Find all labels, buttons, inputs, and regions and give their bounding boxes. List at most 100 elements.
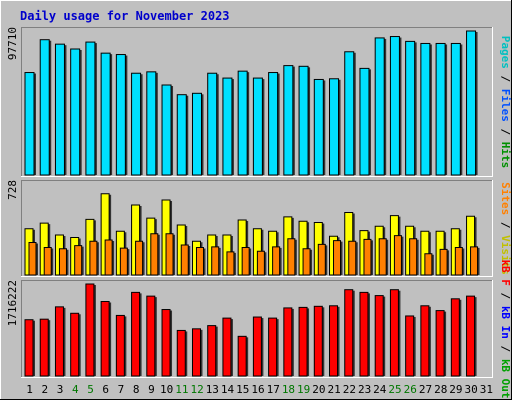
bar-sites-day-16 — [256, 250, 267, 276]
x-tick-label: 16 — [251, 383, 264, 396]
x-tick-label: 23 — [358, 383, 371, 396]
legend-separator: / — [499, 122, 512, 142]
bar-hits-day-23 — [359, 67, 371, 176]
bar-fill — [131, 291, 141, 377]
bar-fill — [298, 65, 309, 176]
legend-entry: Sites — [499, 182, 512, 215]
bar-fill — [252, 77, 263, 176]
bar-fill — [439, 248, 448, 276]
x-tick-label: 26 — [404, 383, 417, 396]
bar-fill — [374, 295, 384, 377]
bar-fill — [58, 248, 67, 276]
x-tick-label: 28 — [434, 383, 447, 396]
bar-fill — [165, 233, 174, 276]
bar-fill — [161, 309, 171, 377]
bar-hits-day-13 — [207, 72, 219, 176]
y-max-label: 728 — [6, 180, 19, 200]
bar-kbf-day-22 — [344, 289, 355, 377]
panel-middle: 728 Sites / Visits — [6, 180, 512, 277]
bar-hits-day-29 — [450, 42, 463, 176]
x-tick-label: 1 — [26, 383, 33, 396]
bar-kbf-day-2 — [39, 318, 51, 377]
bar-sites-day-29 — [454, 247, 465, 276]
bar-hits-day-18 — [283, 65, 295, 176]
bar-fill — [39, 318, 49, 377]
bar-fill — [405, 315, 415, 377]
bar-kbf-day-3 — [54, 306, 66, 377]
bar-kbf-day-13 — [207, 325, 218, 377]
bar-sites-day-21 — [333, 240, 343, 276]
bar-kbf-day-11 — [176, 329, 188, 377]
bar-fill — [378, 238, 387, 276]
x-tick-label: 3 — [57, 383, 64, 396]
bar-kbf-day-26 — [405, 315, 416, 377]
x-tick-label: 27 — [419, 383, 432, 396]
x-tick-label: 10 — [160, 383, 173, 396]
bar-fill — [420, 42, 431, 176]
bar-sites-day-11 — [180, 244, 191, 276]
bar-kbf-day-9 — [146, 295, 157, 377]
bar-sites-day-1 — [28, 242, 38, 276]
bar-hits-day-1 — [24, 72, 36, 176]
bar-kbf-day-29 — [450, 298, 462, 377]
x-tick-label: 24 — [373, 383, 387, 396]
bar-hits-day-28 — [435, 42, 448, 176]
legend-entry: kB In — [499, 306, 512, 339]
bar-fill — [85, 41, 96, 176]
bar-fill — [454, 247, 463, 276]
bar-hits-day-10 — [161, 84, 174, 176]
bar-sites-day-14 — [226, 251, 236, 276]
bar-sites-day-9 — [150, 233, 160, 276]
x-tick-label: 6 — [102, 383, 109, 396]
legend-separator: / — [499, 215, 512, 235]
bar-sites-day-5 — [89, 240, 99, 276]
bar-fill — [211, 246, 220, 276]
bar-fill — [150, 233, 159, 276]
bar-hits-day-3 — [54, 43, 67, 176]
side-legend: Pages / Files / Hits — [499, 36, 512, 169]
bar-sites-day-23 — [363, 238, 373, 276]
bar-fill — [256, 250, 265, 276]
x-tick-label: 30 — [465, 383, 478, 396]
bar-kbf-day-8 — [131, 291, 142, 377]
bar-fill — [222, 77, 233, 176]
bar-fill — [287, 238, 296, 276]
bar-fill — [176, 329, 186, 377]
bar-hits-day-17 — [268, 72, 280, 176]
bar-fill — [420, 305, 430, 377]
bar-sites-day-19 — [302, 248, 313, 276]
bar-hits-day-4 — [70, 48, 82, 176]
x-tick-label: 25 — [388, 383, 401, 396]
bar-sites-day-27 — [424, 253, 434, 276]
bar-fill — [393, 235, 402, 276]
bar-fill — [409, 238, 418, 276]
bar-fill — [466, 295, 476, 377]
x-tick-label: 21 — [328, 383, 341, 396]
bar-fill — [222, 317, 232, 377]
x-tick-label: 18 — [282, 383, 295, 396]
side-legend-text: Pages / Files / Hits — [499, 36, 512, 169]
bar-hits-day-7 — [115, 54, 128, 176]
bar-fill — [161, 84, 172, 176]
bar-sites-day-26 — [409, 238, 419, 276]
legend-separator: / — [499, 69, 512, 89]
bar-kbf-day-27 — [420, 305, 431, 377]
bar-hits-day-5 — [85, 41, 97, 176]
bar-hits-day-25 — [389, 36, 402, 176]
bar-kbf-day-20 — [313, 305, 325, 377]
x-tick-label: 15 — [236, 383, 249, 396]
bar-fill — [470, 246, 479, 276]
x-tick-label: 12 — [190, 383, 203, 396]
x-tick-label: 22 — [343, 383, 356, 396]
bar-kbf-day-10 — [161, 309, 173, 377]
legend-entry: Files — [499, 89, 512, 122]
bar-sites-day-3 — [58, 248, 69, 276]
bar-fill — [329, 78, 340, 176]
x-tick-label: 17 — [267, 383, 280, 396]
legend-entry: Visits — [499, 235, 512, 275]
x-axis-labels: 1 2 3 4 5 6 7 8 9 10 11 12 13 14 15 16 17 18 19 20 21 22 23 24 2… — [26, 383, 493, 396]
bar-sites-day-18 — [287, 238, 297, 276]
bar-kbf-day-14 — [222, 317, 233, 377]
bar-hits-day-2 — [39, 39, 52, 176]
